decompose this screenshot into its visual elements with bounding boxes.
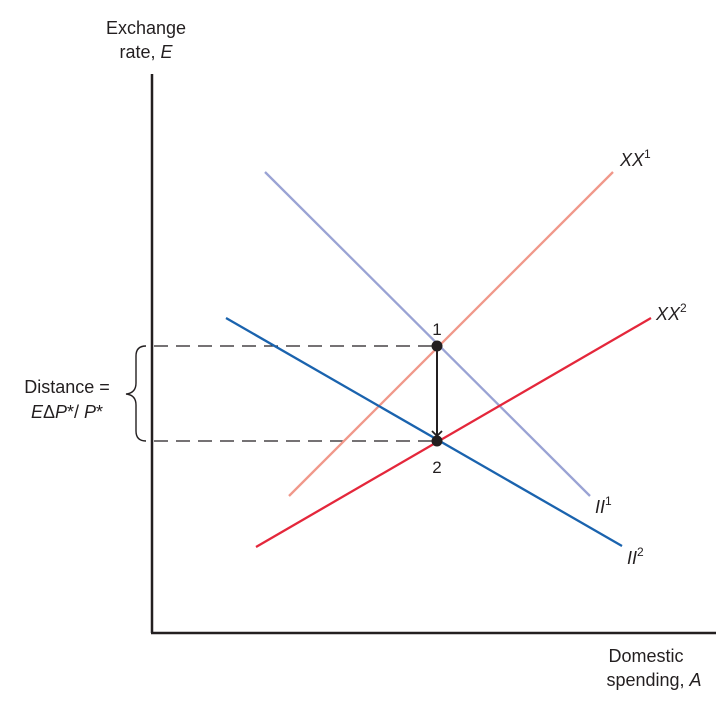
curve-label-ii2: II2 [627,545,644,568]
x-axis-label-line2: spending, A [606,670,701,690]
curve-label-xx2: XX2 [655,301,687,324]
curve-xx2 [255,317,652,548]
y-axis-label-line2: rate, E [119,42,173,62]
y-axis-label-line1: Exchange [106,18,186,38]
distance-label-line1: Distance = [24,377,110,397]
point-2-label: 2 [432,458,441,477]
equilibrium-point-1 [431,340,443,352]
equilibrium-point-2 [431,435,443,447]
curve-xx1 [288,171,614,497]
curve-label-ii1: II1 [595,494,612,517]
curve-ii2 [225,317,623,547]
curve-ii1 [264,171,591,497]
x-axis-label-line1: Domestic [608,646,683,666]
curve-label-xx1: XX1 [619,147,651,170]
point-1-label: 1 [432,320,441,339]
distance-label-line2: EΔP*/ P* [31,402,103,422]
distance-bracket [125,345,147,442]
